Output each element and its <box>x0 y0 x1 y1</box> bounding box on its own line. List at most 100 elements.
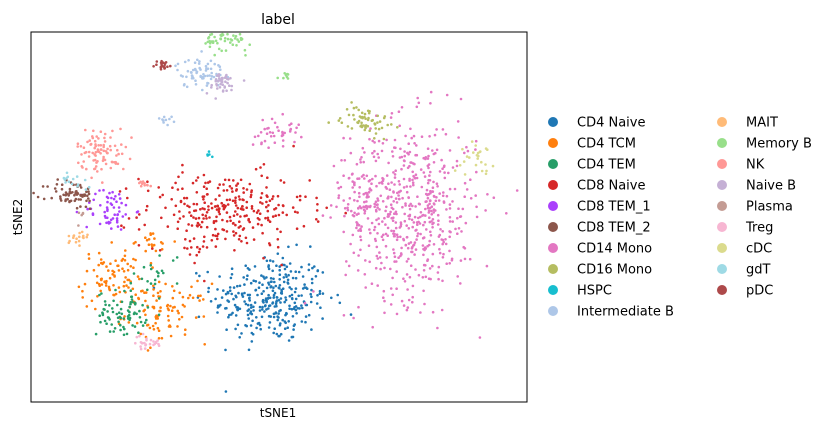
scatter-point <box>271 197 274 201</box>
scatter-point <box>188 239 192 243</box>
scatter-point <box>407 227 411 230</box>
scatter-point <box>424 247 428 250</box>
scatter-point <box>321 214 325 217</box>
scatter-point <box>407 242 411 245</box>
scatter-point <box>149 338 153 342</box>
legend-item: Intermediate B <box>548 305 674 320</box>
scatter-point <box>97 263 100 267</box>
scatter-point <box>359 248 362 252</box>
scatter-point <box>276 76 280 80</box>
scatter-point <box>113 213 116 216</box>
scatter-point <box>176 68 179 72</box>
legend-item: cDC <box>717 242 772 257</box>
scatter-point <box>360 225 363 228</box>
scatter-point <box>416 195 419 198</box>
scatter-point <box>115 200 118 203</box>
scatter-point <box>276 125 279 129</box>
scatter-point <box>246 274 249 278</box>
scatter-point <box>135 216 138 219</box>
scatter-point <box>308 179 312 182</box>
scatter-point <box>176 227 179 230</box>
scatter-point <box>300 294 303 297</box>
scatter-point <box>428 216 431 219</box>
scatter-point <box>75 175 79 178</box>
scatter-point <box>65 177 68 180</box>
scatter-point <box>292 324 296 328</box>
scatter-point <box>213 62 216 66</box>
series-naive-b <box>205 73 246 100</box>
scatter-point <box>266 216 270 220</box>
scatter-point <box>432 180 435 184</box>
scatter-point <box>484 172 488 176</box>
scatter-point <box>230 88 233 92</box>
scatter-point <box>405 273 409 276</box>
scatter-point <box>106 200 109 204</box>
scatter-point <box>376 197 379 200</box>
scatter-point <box>456 216 459 220</box>
scatter-point <box>311 266 314 270</box>
scatter-point <box>215 208 219 211</box>
scatter-point <box>279 230 282 234</box>
scatter-point <box>395 238 399 242</box>
scatter-point <box>272 296 276 299</box>
scatter-point <box>349 242 352 246</box>
scatter-point <box>337 119 341 122</box>
scatter-point <box>367 244 371 247</box>
scatter-point <box>214 79 218 83</box>
scatter-point <box>409 241 413 244</box>
scatter-point <box>398 156 402 159</box>
scatter-point <box>59 199 63 202</box>
scatter-point <box>214 227 217 231</box>
legend-label: CD4 TCM <box>577 137 636 152</box>
scatter-point <box>400 246 403 250</box>
scatter-point <box>405 190 409 194</box>
scatter-point <box>88 207 92 210</box>
scatter-point <box>378 256 382 259</box>
scatter-point <box>103 140 107 143</box>
scatter-point <box>220 49 223 53</box>
scatter-point <box>371 139 375 143</box>
legend-marker <box>548 138 558 148</box>
scatter-point <box>355 226 358 230</box>
scatter-point <box>463 257 467 261</box>
scatter-point <box>141 332 145 336</box>
scatter-point <box>377 139 381 143</box>
scatter-point <box>405 185 409 188</box>
scatter-point <box>321 317 324 320</box>
scatter-point <box>373 205 377 209</box>
scatter-point <box>442 191 445 194</box>
scatter-point <box>225 220 229 223</box>
legend-item: gdT <box>717 263 771 278</box>
scatter-point <box>199 225 203 229</box>
scatter-point <box>437 199 441 202</box>
scatter-point <box>164 206 167 210</box>
scatter-point <box>212 75 216 79</box>
scatter-point <box>243 48 247 52</box>
scatter-point <box>469 197 473 200</box>
scatter-point <box>229 219 232 223</box>
scatter-point <box>194 217 198 220</box>
scatter-point <box>225 73 228 77</box>
scatter-point <box>344 273 348 277</box>
scatter-point <box>413 142 416 145</box>
scatter-point <box>116 162 120 166</box>
scatter-point <box>402 237 405 241</box>
scatter-point <box>289 127 293 131</box>
series-cd8-tem-2 <box>32 178 92 210</box>
scatter-point <box>105 221 108 225</box>
scatter-point <box>393 234 396 238</box>
scatter-point <box>234 204 238 207</box>
scatter-point <box>213 35 216 39</box>
scatter-point <box>373 149 376 153</box>
scatter-point <box>316 269 320 273</box>
scatter-point <box>440 238 444 241</box>
scatter-point <box>399 189 403 193</box>
scatter-point <box>252 279 255 283</box>
scatter-point <box>172 289 176 293</box>
scatter-point <box>115 154 118 157</box>
scatter-point <box>456 275 460 278</box>
scatter-point <box>129 302 132 306</box>
scatter-point <box>178 217 182 220</box>
scatter-point <box>365 207 369 210</box>
scatter-point <box>223 37 227 40</box>
